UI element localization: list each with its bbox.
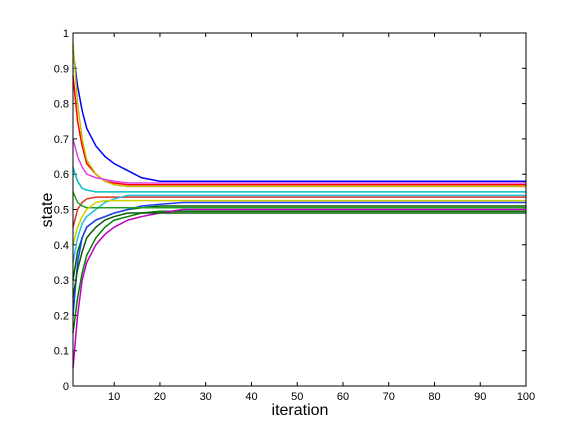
series-line <box>72 75 526 186</box>
x-tick-label: 30 <box>200 391 212 403</box>
x-tick-label: 70 <box>383 391 395 403</box>
series-line <box>72 199 526 245</box>
x-axis-label: iteration <box>272 402 329 419</box>
series-line <box>72 138 526 184</box>
y-tick-label: 0 <box>63 381 69 393</box>
y-tick-label: 0.7 <box>54 134 69 146</box>
series-line <box>72 50 526 183</box>
x-tick-label: 20 <box>154 391 166 403</box>
x-tick-label: 40 <box>245 391 257 403</box>
x-tick-label: 80 <box>428 391 440 403</box>
y-tick-label: 0.5 <box>54 205 69 217</box>
x-tick-label: 10 <box>108 391 120 403</box>
series-line <box>72 191 526 209</box>
y-tick-label: 0.1 <box>54 346 69 358</box>
series-line <box>72 201 526 316</box>
x-tick-label: 60 <box>337 391 349 403</box>
y-tick-label: 0.3 <box>54 275 69 287</box>
x-tick-label: 100 <box>517 391 535 403</box>
y-axis-label: state <box>39 193 56 228</box>
series-line <box>72 43 526 188</box>
x-tick-label: 50 <box>291 391 303 403</box>
y-tick-label: 0.2 <box>54 310 69 322</box>
x-tick-label: 90 <box>474 391 486 403</box>
y-tick-label: 0.8 <box>54 99 69 111</box>
axes-box <box>72 32 527 387</box>
y-tick-label: 0.9 <box>54 63 69 75</box>
series-line <box>72 212 526 298</box>
y-tick-label: 0.4 <box>54 240 69 252</box>
y-tick-label: 1 <box>63 28 69 40</box>
series-line <box>72 166 526 193</box>
series-line <box>72 210 526 334</box>
y-tick-label: 0.6 <box>54 169 69 181</box>
series-line <box>72 196 526 228</box>
